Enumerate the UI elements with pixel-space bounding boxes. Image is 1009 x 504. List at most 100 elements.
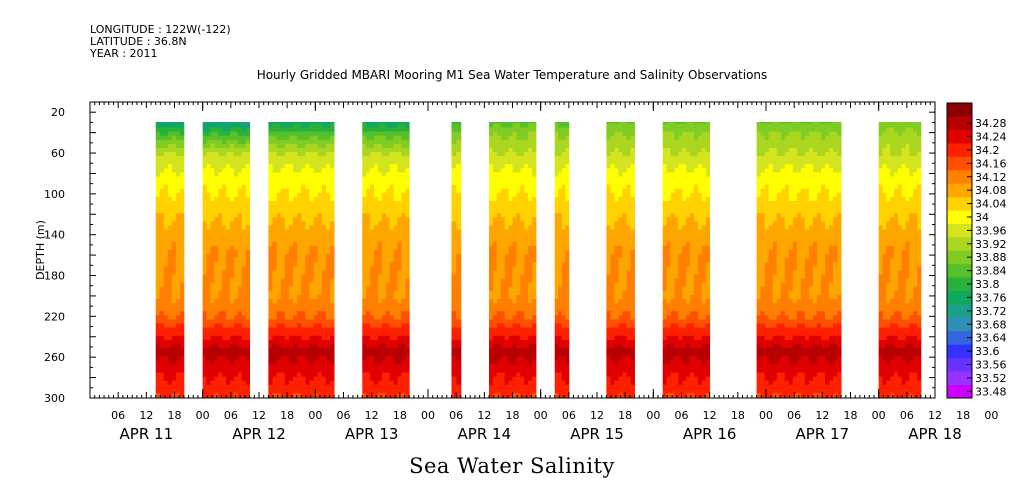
heatmap-cell — [202, 270, 207, 275]
heatmap-cell — [489, 143, 494, 149]
heatmap-cell — [626, 156, 631, 161]
heatmap-cell — [405, 274, 410, 279]
heatmap-cell — [606, 225, 611, 230]
heatmap-cell — [362, 368, 367, 373]
heatmap-cell — [362, 172, 367, 177]
heatmap-cell — [451, 347, 457, 353]
heatmap-cell — [622, 360, 627, 365]
heatmap-cell — [489, 196, 494, 202]
heatmap-cell — [389, 298, 394, 304]
heatmap-cell — [389, 184, 394, 190]
heatmap-segment — [662, 122, 711, 399]
heatmap-cell — [516, 294, 521, 300]
heatmap-cell — [305, 123, 310, 128]
heatmap-cell — [230, 229, 235, 235]
heatmap-cell — [237, 217, 243, 222]
chart-title: Hourly Gridded MBARI Mooring M1 Sea Wate… — [256, 68, 768, 82]
heatmap-cell — [362, 388, 367, 394]
heatmap-cell — [370, 160, 375, 165]
heatmap-cell — [268, 176, 273, 181]
heatmap-cell — [606, 237, 611, 243]
heatmap-cell — [276, 147, 282, 153]
heatmap-cell — [377, 270, 383, 275]
heatmap-cell — [297, 122, 302, 124]
heatmap-cell — [500, 143, 506, 149]
heatmap-cell — [397, 384, 402, 390]
heatmap-cell — [317, 164, 323, 169]
heatmap-cell — [233, 307, 239, 312]
heatmap-cell — [370, 360, 375, 365]
heatmap-cell — [301, 241, 306, 247]
heatmap-cell — [496, 241, 502, 247]
heatmap-cell — [532, 347, 537, 353]
heatmap-cell — [233, 225, 239, 230]
heatmap-cell — [405, 331, 410, 337]
heatmap-cell — [528, 392, 533, 398]
heatmap-cell — [496, 364, 502, 369]
heatmap-cell — [366, 303, 371, 308]
heatmap-cell — [325, 258, 331, 263]
heatmap-cell — [293, 245, 298, 251]
heatmap-cell — [492, 176, 498, 181]
heatmap-cell — [301, 327, 306, 333]
heatmap-cell — [618, 266, 623, 271]
heatmap-cell — [524, 172, 529, 177]
heatmap-cell — [397, 266, 402, 271]
heatmap-cell — [276, 290, 282, 296]
heatmap-cell — [492, 217, 498, 222]
heatmap-cell — [288, 229, 294, 235]
heatmap-cell — [366, 262, 371, 267]
heatmap-cell — [313, 245, 319, 251]
heatmap-cell — [206, 331, 211, 337]
heatmap-cell — [362, 180, 367, 186]
heatmap-cell — [171, 250, 177, 255]
heatmap-cell — [330, 384, 335, 390]
heatmap-cell — [276, 188, 282, 194]
heatmap-cell — [210, 376, 215, 382]
heatmap-cell — [222, 372, 227, 377]
heatmap-cell — [618, 250, 623, 255]
heatmap-cell — [377, 135, 383, 141]
heatmap-cell — [606, 196, 611, 202]
heatmap-cell — [210, 364, 215, 369]
heatmap-cell — [516, 143, 521, 149]
heatmap-cell — [214, 192, 219, 198]
heatmap-cell — [614, 311, 619, 316]
heatmap-cell — [520, 311, 525, 316]
heatmap-cell — [397, 380, 402, 386]
heatmap-cell — [210, 172, 215, 177]
heatmap-cell — [374, 225, 379, 230]
heatmap-cell — [163, 225, 169, 230]
heatmap-cell — [167, 237, 173, 243]
heatmap-cell — [241, 229, 247, 235]
heatmap-cell — [385, 217, 391, 222]
heatmap-cell — [508, 233, 513, 239]
heatmap-cell — [233, 209, 239, 214]
heatmap-cell — [268, 192, 273, 198]
heatmap-cell — [202, 323, 207, 328]
heatmap-cell — [280, 152, 286, 157]
heatmap-cell — [381, 131, 387, 137]
heatmap-cell — [401, 229, 406, 235]
heatmap-cell — [528, 303, 533, 308]
heatmap-cell — [272, 156, 278, 161]
heatmap-cell — [377, 152, 383, 157]
heatmap-cell — [385, 266, 391, 271]
heatmap-cell — [374, 323, 379, 328]
heatmap-cell — [374, 319, 379, 324]
heatmap-cell — [276, 164, 282, 169]
heatmap-cell — [321, 225, 327, 230]
heatmap-cell — [241, 131, 247, 137]
heatmap-cell — [366, 135, 371, 141]
heatmap-cell — [284, 286, 290, 292]
heatmap-cell — [325, 254, 331, 259]
heatmap-cell — [405, 250, 410, 255]
heatmap-cell — [374, 352, 379, 357]
heatmap-cell — [554, 196, 559, 202]
heatmap-cell — [330, 135, 335, 141]
heatmap-cell — [370, 176, 375, 181]
heatmap-cell — [393, 347, 398, 353]
heatmap-cell — [610, 241, 615, 247]
heatmap-cell — [626, 294, 631, 300]
heatmap-cell — [167, 122, 173, 124]
